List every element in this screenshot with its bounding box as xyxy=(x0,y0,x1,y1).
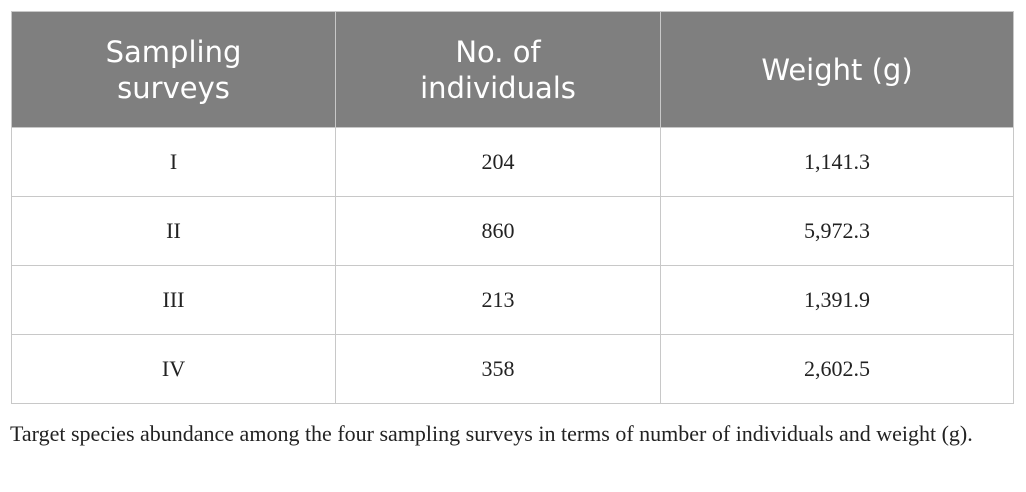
table-cell: 1,391.9 xyxy=(660,265,1014,335)
table-row: III 213 1,391.9 xyxy=(11,265,1014,335)
table-cell: 204 xyxy=(335,127,661,197)
header-cell: Sampling surveys xyxy=(11,11,336,128)
table-cell: 1,141.3 xyxy=(660,127,1014,197)
header-cell: Weight (g) xyxy=(660,11,1014,128)
table-row: IV 358 2,602.5 xyxy=(11,334,1014,404)
header-text: Sampling surveys xyxy=(105,34,242,105)
caption: Target species abundance among the four … xyxy=(10,421,973,446)
header-text: Weight (g) xyxy=(761,52,913,87)
table-cell: 5,972.3 xyxy=(660,196,1014,266)
table-row: II 860 5,972.3 xyxy=(11,196,1014,266)
table-cell: III xyxy=(11,265,336,335)
table-cell: 2,602.5 xyxy=(660,334,1014,404)
table-cell: 213 xyxy=(335,265,661,335)
table-cell: IV xyxy=(11,334,336,404)
header-text: No. of individuals xyxy=(420,34,576,105)
table-row: I 204 1,141.3 xyxy=(11,127,1014,197)
table-cell: II xyxy=(11,196,336,266)
table-cell: I xyxy=(11,127,336,197)
table-cell: 358 xyxy=(335,334,661,404)
data-table: Sampling surveys No. of individuals Weight… xyxy=(11,11,1014,404)
table-cell: 860 xyxy=(335,196,661,266)
header-row: Sampling surveys No. of individuals Weight… xyxy=(11,11,1014,128)
header-cell: No. of individuals xyxy=(335,11,661,128)
